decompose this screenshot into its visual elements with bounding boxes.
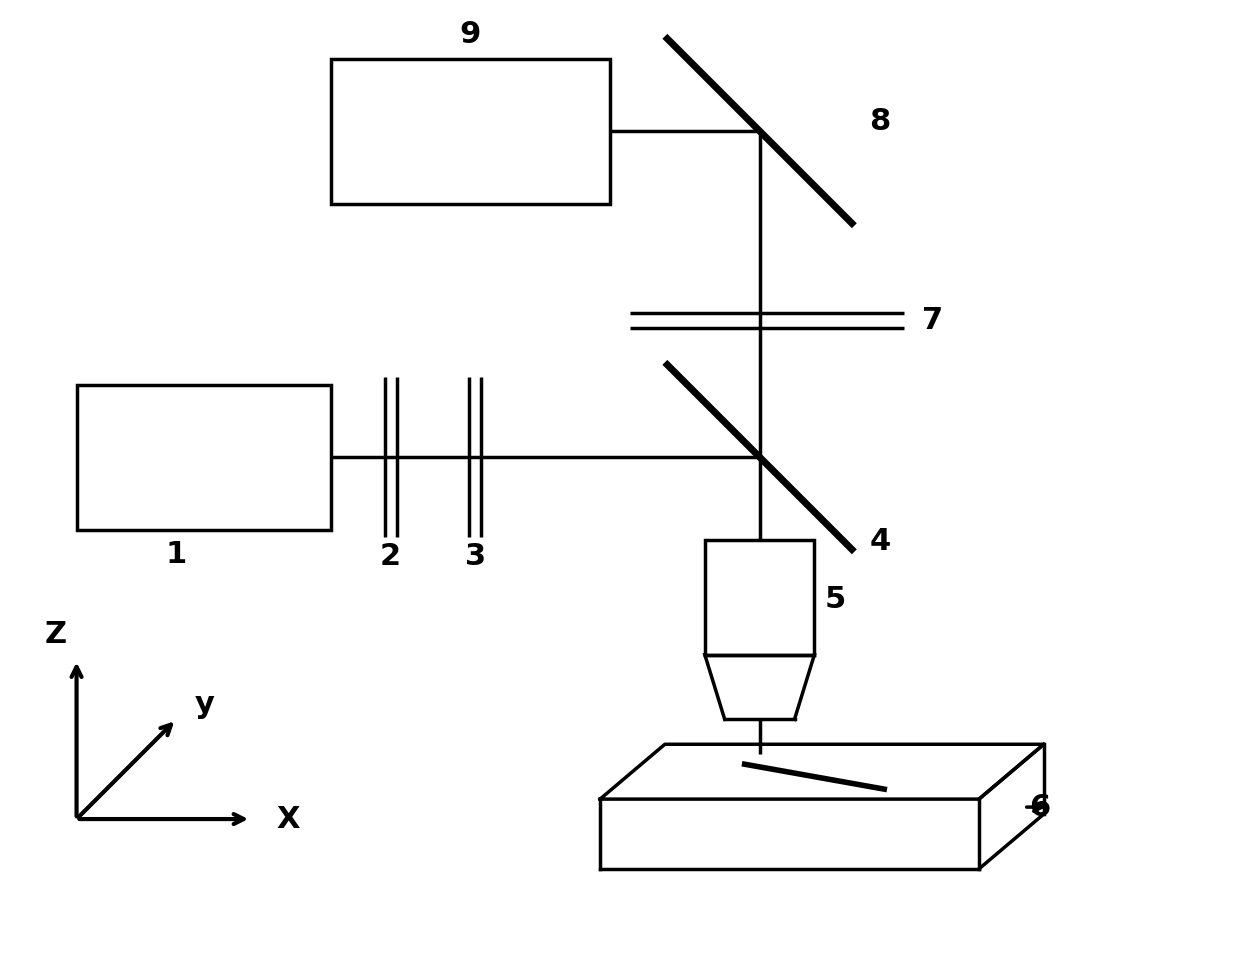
Bar [704, 540, 815, 654]
Text: X: X [277, 804, 300, 834]
Text: 8: 8 [869, 106, 890, 136]
Text: 4: 4 [869, 527, 890, 557]
Text: 5: 5 [825, 585, 846, 614]
Text: 1: 1 [166, 540, 187, 569]
Bar [77, 385, 331, 529]
Text: Z: Z [45, 620, 67, 649]
Text: 6: 6 [1029, 793, 1050, 822]
Text: 7: 7 [923, 306, 944, 335]
Text: 2: 2 [381, 542, 402, 571]
Text: y: y [195, 690, 215, 719]
Bar [331, 59, 610, 204]
Text: 3: 3 [465, 542, 486, 571]
Text: 9: 9 [460, 20, 481, 49]
